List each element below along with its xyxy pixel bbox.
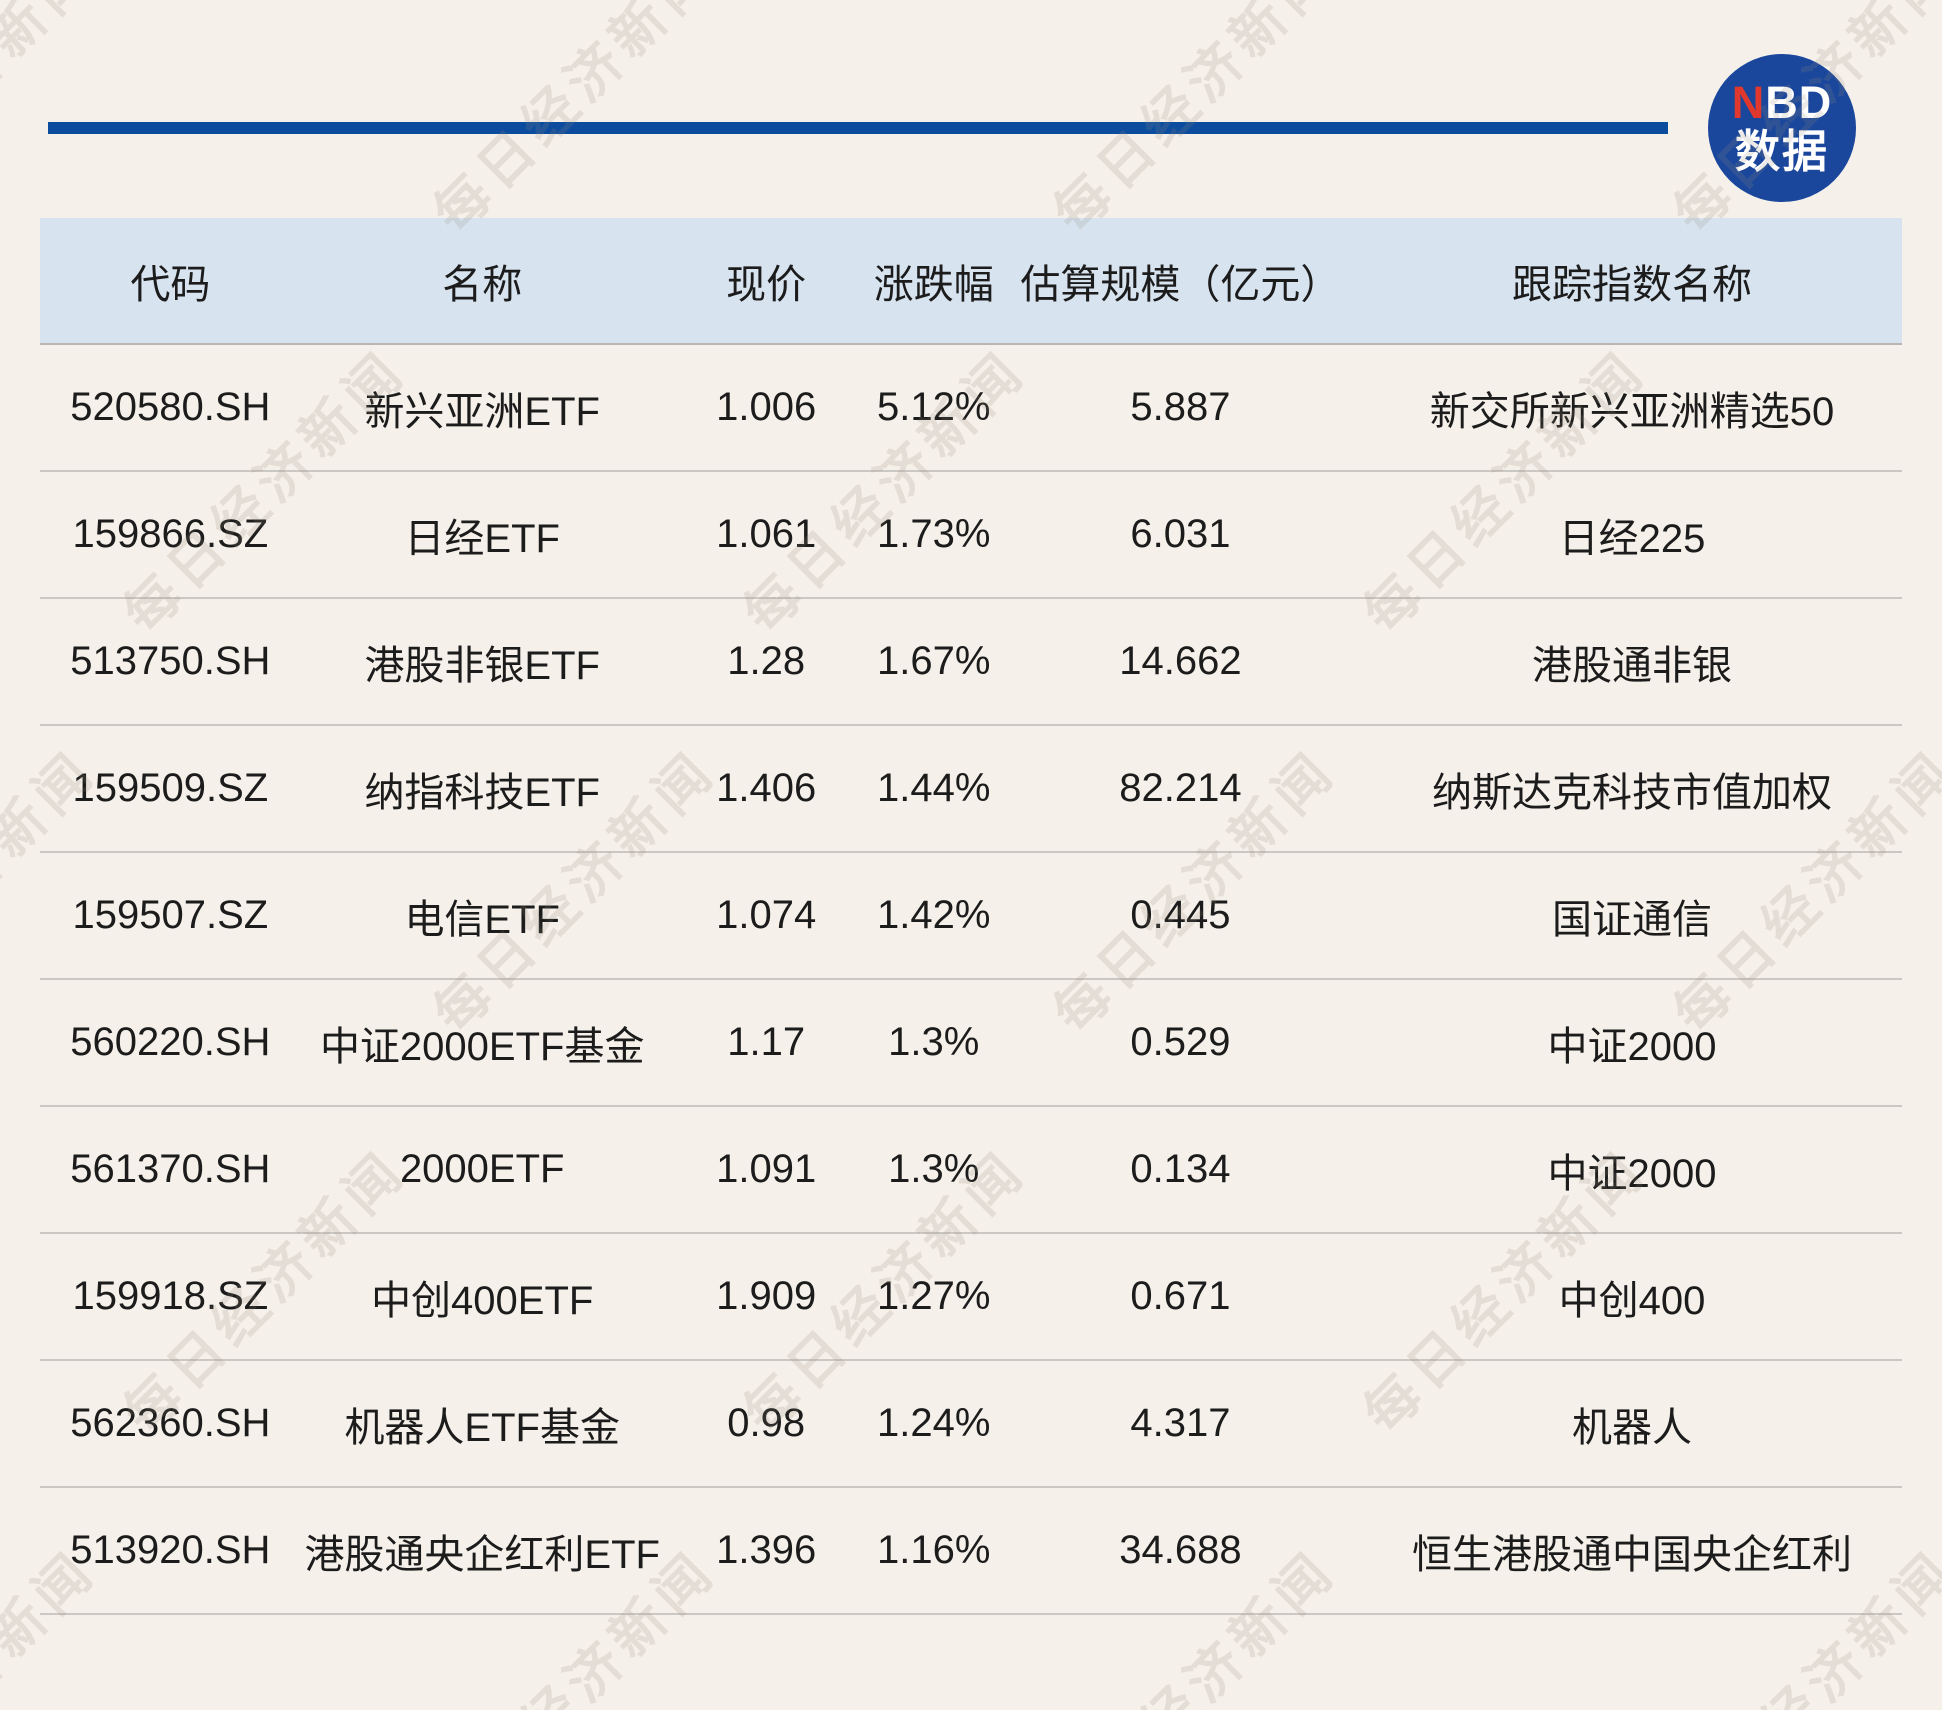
- cell-scale: 0.134: [1130, 1147, 1231, 1191]
- table-row: 562360.SH 机器人ETF基金 0.98 1.24% 4.317 机器人: [40, 1361, 1902, 1488]
- cell-price: 1.17: [727, 1020, 806, 1064]
- column-header-index: 跟踪指数名称: [1511, 262, 1752, 307]
- cell-code: 513750.SH: [70, 639, 271, 683]
- column-header-name: 名称: [442, 262, 523, 307]
- cell-price: 1.28: [727, 639, 806, 683]
- table-row: 159918.SZ 中创400ETF 1.909 1.27% 0.671 中创400: [40, 1234, 1902, 1361]
- cell-change: 1.27%: [877, 1274, 991, 1318]
- cell-code: 159918.SZ: [72, 1274, 269, 1318]
- table-row: 520580.SH 新兴亚洲ETF 1.006 5.12% 5.887 新交所新兴亚洲精选…: [40, 345, 1902, 472]
- cell-code: 159509.SZ: [72, 766, 269, 810]
- cell-scale: 14.662: [1119, 639, 1242, 683]
- cell-code: 520580.SH: [70, 385, 271, 429]
- header-divider-line: [48, 122, 1668, 134]
- cell-change: 1.42%: [877, 893, 991, 937]
- cell-index: 纳斯达克科技市值加权: [1431, 770, 1832, 815]
- column-header-scale: 估算规模（亿元）: [1020, 262, 1341, 307]
- cell-change: 1.67%: [877, 639, 991, 683]
- table-row: 513920.SH 港股通央企红利ETF 1.396 1.16% 34.688 恒生港股通…: [40, 1488, 1902, 1615]
- cell-name: 日经ETF: [404, 516, 560, 561]
- cell-name: 港股通央企红利ETF: [304, 1532, 660, 1577]
- cell-price: 1.061: [716, 512, 817, 556]
- cell-change: 1.44%: [877, 766, 991, 810]
- table-row: 561370.SH 2000ETF 1.091 1.3% 0.134 中证2000: [40, 1107, 1902, 1234]
- cell-price: 1.406: [716, 766, 817, 810]
- cell-name: 电信ETF: [404, 897, 560, 942]
- etf-table-header-row: 代码 名称 现价 涨跌幅 估算规模（亿元） 跟踪指数名称: [40, 218, 1902, 345]
- cell-change: 1.3%: [888, 1020, 980, 1064]
- cell-index: 中创400: [1558, 1278, 1706, 1323]
- cell-index: 港股通非银: [1531, 643, 1732, 688]
- cell-index: 中证2000: [1547, 1151, 1717, 1196]
- cell-name: 中证2000ETF基金: [319, 1024, 645, 1069]
- cell-price: 0.98: [727, 1401, 806, 1445]
- cell-price: 1.006: [716, 385, 817, 429]
- column-header-code: 代码: [130, 262, 211, 307]
- cell-index: 恒生港股通中国央企红利: [1411, 1532, 1852, 1577]
- cell-scale: 0.529: [1130, 1020, 1231, 1064]
- cell-code: 561370.SH: [70, 1147, 271, 1191]
- cell-scale: 6.031: [1130, 512, 1231, 556]
- etf-table-body: 520580.SH 新兴亚洲ETF 1.006 5.12% 5.887 新交所新兴亚洲精选…: [40, 345, 1902, 1615]
- table-row: 159509.SZ 纳指科技ETF 1.406 1.44% 82.214 纳斯达克科技市值…: [40, 726, 1902, 853]
- cell-change: 1.3%: [888, 1147, 980, 1191]
- cell-scale: 82.214: [1119, 766, 1242, 810]
- cell-index: 机器人: [1571, 1405, 1692, 1450]
- cell-index: 国证通信: [1551, 897, 1712, 942]
- table-row: 513750.SH 港股非银ETF 1.28 1.67% 14.662 港股通非银: [40, 599, 1902, 726]
- nbd-logo-bd: BD: [1765, 77, 1833, 129]
- cell-change: 1.24%: [877, 1401, 991, 1445]
- nbd-logo: NBD 数据: [1708, 54, 1856, 202]
- nbd-logo-n: N: [1731, 77, 1766, 129]
- cell-change: 1.73%: [877, 512, 991, 556]
- cell-index: 新交所新兴亚洲精选50: [1429, 389, 1835, 434]
- cell-code: 513920.SH: [70, 1528, 271, 1572]
- cell-code: 562360.SH: [70, 1401, 271, 1445]
- cell-index: 中证2000: [1547, 1024, 1717, 1069]
- cell-scale: 4.317: [1130, 1401, 1231, 1445]
- cell-change: 5.12%: [877, 385, 991, 429]
- column-header-change: 涨跌幅: [873, 262, 994, 307]
- table-row: 159866.SZ 日经ETF 1.061 1.73% 6.031 日经225: [40, 472, 1902, 599]
- cell-name: 纳指科技ETF: [364, 770, 600, 815]
- etf-table: 代码 名称 现价 涨跌幅 估算规模（亿元） 跟踪指数名称 520580.SH 新兴亚洲ETF…: [40, 218, 1902, 1615]
- cell-name: 港股非银ETF: [364, 643, 600, 688]
- cell-scale: 34.688: [1119, 1528, 1242, 1572]
- table-row: 560220.SH 中证2000ETF基金 1.17 1.3% 0.529 中证2000: [40, 980, 1902, 1107]
- cell-index: 日经225: [1558, 516, 1706, 561]
- cell-price: 1.091: [716, 1147, 817, 1191]
- cell-name: 新兴亚洲ETF: [364, 389, 600, 434]
- nbd-logo-subtext: 数据: [1734, 126, 1829, 177]
- cell-scale: 0.445: [1130, 893, 1231, 937]
- cell-code: 159507.SZ: [72, 893, 269, 937]
- cell-change: 1.16%: [877, 1528, 991, 1572]
- cell-name: 2000ETF: [399, 1147, 565, 1191]
- column-header-price: 现价: [726, 262, 807, 307]
- table-row: 159507.SZ 电信ETF 1.074 1.42% 0.445 国证通信: [40, 853, 1902, 980]
- cell-price: 1.909: [716, 1274, 817, 1318]
- cell-price: 1.396: [716, 1528, 817, 1572]
- cell-price: 1.074: [716, 893, 817, 937]
- cell-code: 159866.SZ: [72, 512, 269, 556]
- cell-name: 机器人ETF基金: [344, 1405, 620, 1450]
- nbd-logo-text: NBD: [1732, 79, 1833, 128]
- cell-scale: 5.887: [1130, 385, 1231, 429]
- cell-scale: 0.671: [1130, 1274, 1231, 1318]
- cell-name: 中创400ETF: [371, 1278, 594, 1323]
- cell-code: 560220.SH: [70, 1020, 271, 1064]
